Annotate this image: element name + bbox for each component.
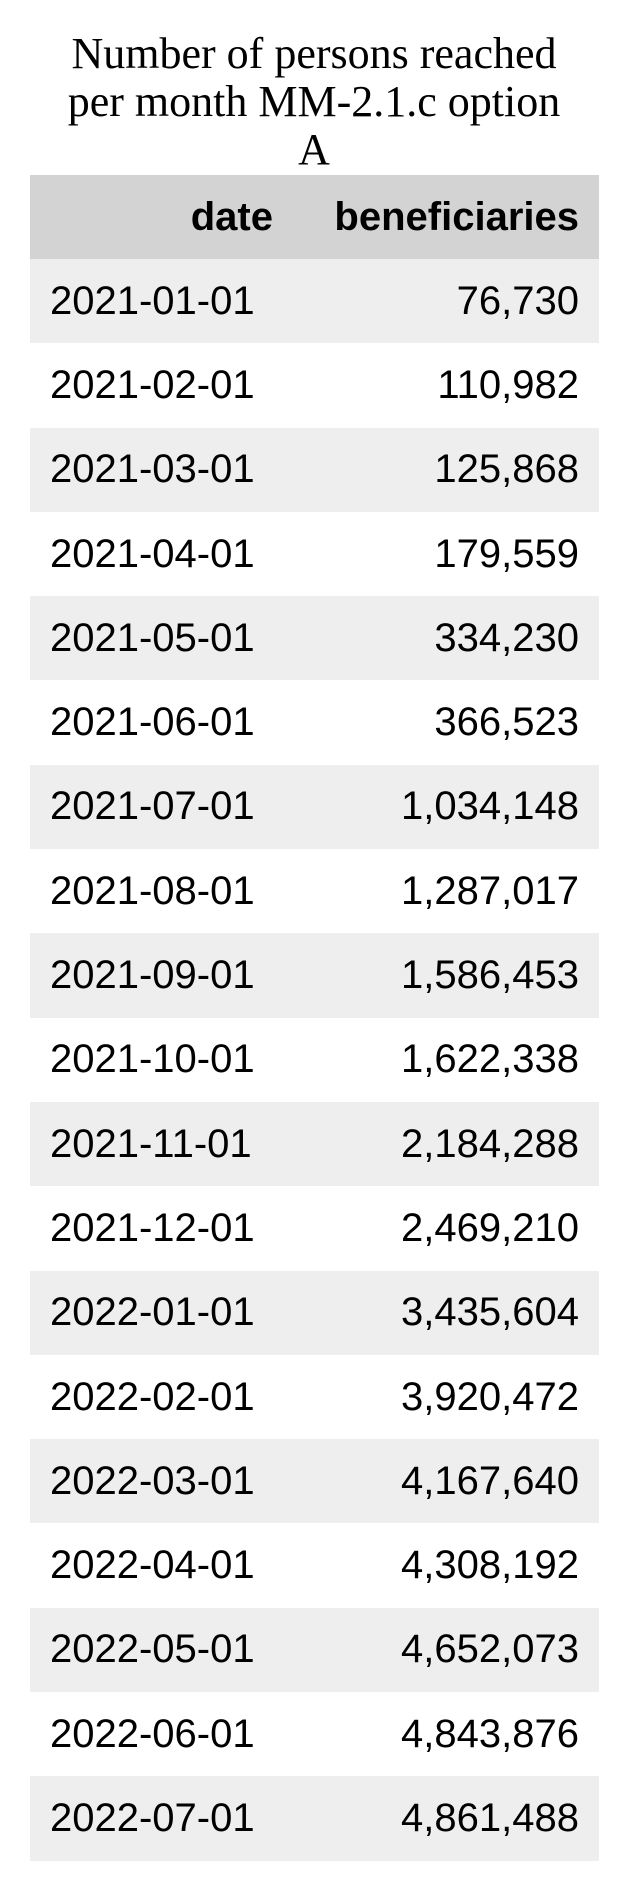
table-title: Number of persons reached per month MM-2… xyxy=(0,30,628,174)
date-cell: 2022-05-01 xyxy=(50,1627,255,1672)
table-row: 2022-07-01 4,861,488 xyxy=(30,1776,599,1861)
beneficiaries-cell: 366,523 xyxy=(434,700,579,745)
column-header-beneficiaries: beneficiaries xyxy=(334,194,579,239)
beneficiaries-cell: 1,034,148 xyxy=(401,784,579,829)
date-cell: 2021-06-01 xyxy=(50,700,255,745)
beneficiaries-cell: 1,287,017 xyxy=(401,868,579,913)
table-header: date beneficiaries xyxy=(30,175,599,259)
beneficiaries-cell: 3,920,472 xyxy=(401,1374,579,1419)
date-cell: 2021-01-01 xyxy=(50,278,255,323)
table-row: 2021-04-01 179,559 xyxy=(30,511,599,597)
table-title-line: A xyxy=(298,125,330,174)
date-cell: 2021-09-01 xyxy=(50,953,255,998)
date-cell: 2021-04-01 xyxy=(50,531,255,576)
beneficiaries-cell: 179,559 xyxy=(434,531,579,576)
date-cell: 2021-08-01 xyxy=(50,868,255,913)
table-row: 2022-05-01 4,652,073 xyxy=(30,1607,599,1693)
date-cell: 2021-02-01 xyxy=(50,362,255,407)
date-cell: 2021-12-01 xyxy=(50,1205,255,1250)
table-row: 2021-12-01 2,469,210 xyxy=(30,1186,599,1271)
table-row: 2021-01-01 76,730 xyxy=(30,259,599,344)
table-row: 2021-06-01 366,523 xyxy=(30,680,599,765)
date-cell: 2021-03-01 xyxy=(50,447,255,492)
table-row: 2021-09-01 1,586,453 xyxy=(30,933,599,1018)
beneficiaries-cell: 1,586,453 xyxy=(401,953,579,998)
data-table: date beneficiaries 2021-01-01 76,730 2021-… xyxy=(30,175,599,1861)
table-body: 2021-01-01 76,730 2021-02-01 110,982 2021-03… xyxy=(30,259,599,1861)
table-row: 2022-01-01 3,435,604 xyxy=(30,1270,599,1355)
table-row: 2021-11-01 2,184,288 xyxy=(30,1101,599,1187)
beneficiaries-cell: 4,843,876 xyxy=(401,1711,579,1756)
date-cell: 2022-04-01 xyxy=(50,1543,255,1588)
beneficiaries-cell: 1,622,338 xyxy=(401,1037,579,1082)
beneficiaries-cell: 76,730 xyxy=(456,278,579,323)
table-row: 2022-03-01 4,167,640 xyxy=(30,1439,599,1524)
date-cell: 2022-07-01 xyxy=(50,1795,255,1840)
table-title-line: Number of persons reached xyxy=(71,29,557,78)
beneficiaries-cell: 2,184,288 xyxy=(401,1121,579,1166)
beneficiaries-cell: 4,308,192 xyxy=(401,1543,579,1588)
table-row: 2021-03-01 125,868 xyxy=(30,427,599,512)
beneficiaries-cell: 4,652,073 xyxy=(401,1627,579,1672)
beneficiaries-cell: 4,861,488 xyxy=(401,1795,579,1840)
beneficiaries-cell: 3,435,604 xyxy=(401,1290,579,1335)
date-cell: 2021-07-01 xyxy=(50,784,255,829)
table-title-line: per month MM-2.1.c option xyxy=(67,77,561,126)
date-cell: 2022-02-01 xyxy=(50,1374,255,1419)
table-row: 2021-02-01 110,982 xyxy=(30,343,599,428)
date-cell: 2022-01-01 xyxy=(50,1290,255,1335)
beneficiaries-cell: 2,469,210 xyxy=(401,1205,579,1250)
beneficiaries-cell: 110,982 xyxy=(437,362,579,407)
header-row: date beneficiaries xyxy=(30,175,599,259)
date-cell: 2021-11-01 xyxy=(50,1121,252,1166)
beneficiaries-cell: 334,230 xyxy=(434,615,579,660)
table-row: 2022-06-01 4,843,876 xyxy=(30,1692,599,1777)
table-row: 2021-05-01 334,230 xyxy=(30,596,599,681)
table-row: 2021-07-01 1,034,148 xyxy=(30,764,599,850)
table-row: 2021-08-01 1,287,017 xyxy=(30,849,599,934)
date-cell: 2022-06-01 xyxy=(50,1711,255,1756)
table-row: 2022-02-01 3,920,472 xyxy=(30,1354,599,1440)
table-row: 2022-04-01 4,308,192 xyxy=(30,1523,599,1608)
beneficiaries-cell: 4,167,640 xyxy=(401,1458,579,1503)
date-cell: 2021-10-01 xyxy=(50,1037,255,1082)
column-header-date: date xyxy=(190,194,273,239)
date-cell: 2022-03-01 xyxy=(50,1458,255,1503)
beneficiaries-cell: 125,868 xyxy=(434,447,579,492)
table-row: 2021-10-01 1,622,338 xyxy=(30,1017,599,1102)
date-cell: 2021-05-01 xyxy=(50,615,255,660)
